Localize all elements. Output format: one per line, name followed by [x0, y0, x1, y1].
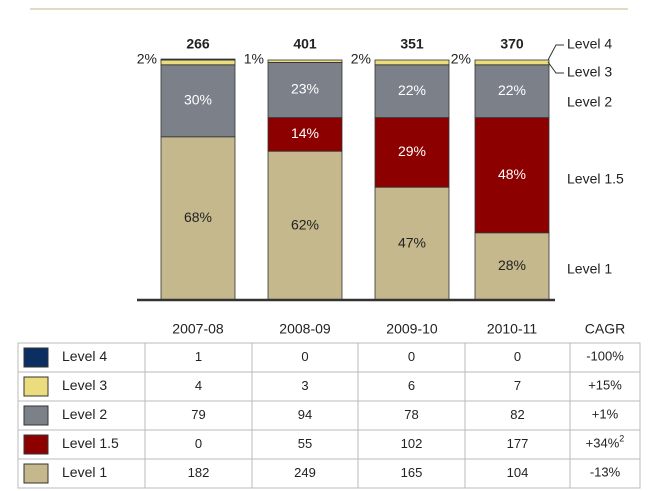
total-label: 266: [186, 36, 210, 52]
value-label: 62%: [291, 216, 319, 232]
row-label: Level 3: [62, 377, 107, 393]
legend-swatch: [23, 434, 49, 455]
x-tick-label: 2010-11: [487, 321, 538, 337]
table-cell: 0: [514, 349, 521, 364]
table-cell: 79: [191, 407, 205, 422]
bar-segment: [474, 232, 550, 301]
bar-segment: [474, 117, 550, 234]
value-label: 2%: [137, 51, 157, 67]
legend-swatch: [23, 347, 49, 368]
bar-segment: [267, 59, 343, 63]
bar-segment: [160, 59, 236, 66]
table-cell: 102: [401, 436, 423, 451]
table-row: [17, 371, 641, 402]
leader-line: [547, 61, 564, 74]
cagr-value: -100%: [586, 349, 624, 364]
row-label: Level 1: [62, 464, 107, 480]
table-cell: 4: [195, 378, 202, 393]
cagr-value: -13%: [590, 465, 621, 480]
table-cell: 1: [195, 349, 202, 364]
table-cell: 0: [195, 436, 202, 451]
data-table: Level 4 1 0 0 0 -100% Level 3 4 3 6 7 +15% Level 2 79…: [17, 342, 641, 489]
table-cell: 0: [408, 349, 415, 364]
bar-segment: [267, 117, 343, 152]
table-cell: 78: [404, 407, 418, 422]
value-label: 30%: [184, 92, 212, 108]
total-label: 370: [500, 36, 524, 52]
bar-segment: [160, 64, 236, 138]
table-cell: 0: [301, 349, 308, 364]
bar-segment: [474, 64, 550, 119]
cagr-cell: +34%2: [586, 434, 625, 451]
bar-segment: [374, 186, 450, 301]
value-label: 29%: [398, 143, 426, 159]
value-label: 2%: [351, 51, 371, 67]
cagr-cell: +1%: [592, 407, 619, 422]
table-cell: 165: [401, 465, 423, 480]
series-label: Level 1: [567, 261, 612, 277]
cagr-cell: +15%: [588, 378, 622, 393]
x-tick-label: 2007-08: [172, 321, 224, 337]
value-label: 2%: [451, 51, 471, 67]
row-label: Level 1.5: [62, 435, 119, 451]
legend-swatch: [23, 463, 49, 484]
table-cell: 249: [294, 465, 316, 480]
value-label: 23%: [291, 81, 319, 97]
row-label: Level 4: [62, 348, 107, 364]
table-cell: 55: [298, 436, 312, 451]
series-label: Level 1.5: [567, 171, 624, 187]
legend-swatch: [23, 376, 49, 397]
table-cell: 3: [301, 378, 308, 393]
value-label: 28%: [498, 257, 526, 273]
value-label: 47%: [398, 234, 426, 250]
cagr-cell: -100%: [586, 349, 624, 364]
bar-segment: [267, 62, 343, 119]
table-row: [17, 400, 641, 431]
series-label: Level 4: [567, 36, 612, 52]
row-label: Level 2: [62, 406, 107, 422]
series-label: Level 2: [567, 94, 612, 110]
bar-segment: [474, 59, 550, 66]
legend-swatch: [23, 405, 49, 426]
value-label: 14%: [291, 125, 319, 141]
table-cell: 182: [188, 465, 210, 480]
table-row: [17, 458, 641, 489]
table-cell: 6: [408, 378, 415, 393]
value-label: 68%: [184, 209, 212, 225]
x-tick-label: 2008-09: [279, 321, 331, 337]
value-label: 1%: [244, 51, 264, 67]
table-header: CAGR: [585, 321, 625, 337]
table-cell: 177: [507, 436, 529, 451]
cagr-value: +15%: [588, 378, 622, 393]
bar-segment: [374, 59, 450, 66]
value-label: 48%: [498, 166, 526, 182]
x-tick-label: 2009-10: [386, 321, 438, 337]
cagr-note: 2: [619, 434, 624, 444]
bar-segment: [160, 58, 236, 61]
table-cell: 104: [507, 465, 529, 480]
cagr-cell: -13%: [590, 465, 621, 480]
cagr-value: +1%: [592, 407, 619, 422]
table-cell: 7: [514, 378, 521, 393]
series-label: Level 3: [567, 64, 612, 80]
table-cell: 94: [298, 407, 312, 422]
value-label: 22%: [398, 82, 426, 98]
bar-segment: [374, 117, 450, 188]
total-label: 401: [293, 36, 317, 52]
cagr-value: +34%: [586, 436, 620, 451]
table-row: [17, 429, 641, 460]
value-label: 22%: [498, 82, 526, 98]
table-cell: 82: [510, 407, 524, 422]
leader-line: [547, 44, 564, 61]
bar-segment: [374, 64, 450, 119]
table-row: [17, 342, 641, 373]
total-label: 351: [400, 36, 424, 52]
